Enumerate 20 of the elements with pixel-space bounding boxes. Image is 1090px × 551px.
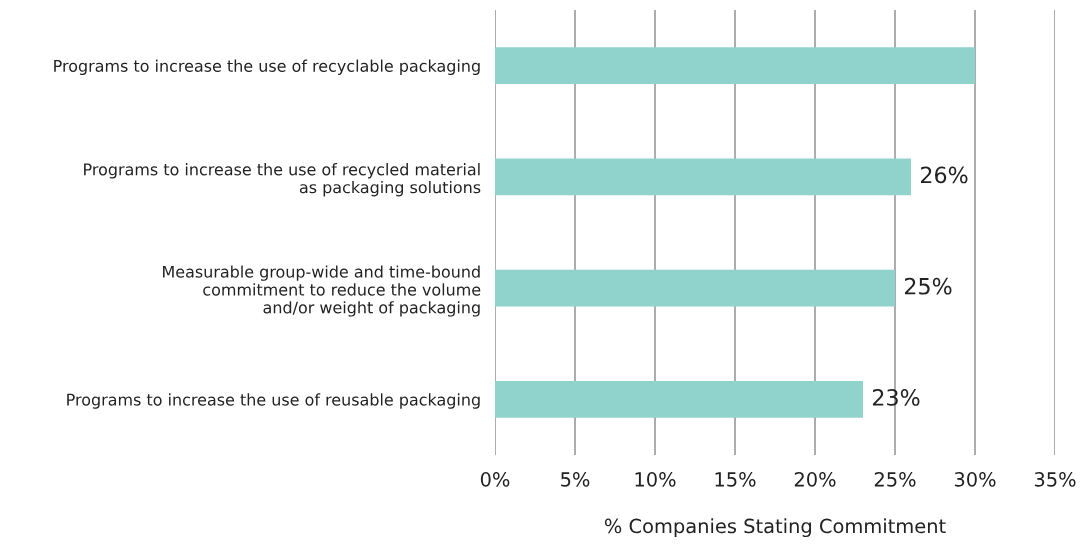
x-tick-label: 25% [874,472,916,487]
bar [495,381,863,418]
bar [495,158,911,196]
x-tick-label: 15% [715,472,756,487]
data-label: 26% [920,166,968,184]
x-axis-title: % Companies Stating Commitment [604,518,946,538]
x-tick-label: 5% [561,472,590,487]
x-tick-label: 0% [480,472,510,487]
data-label: 23% [872,389,920,406]
bar [495,269,895,307]
data-label: 25% [904,277,952,295]
bar [495,47,975,84]
x-tick-label: 10% [635,472,676,487]
y-tick-label: Programs to increase the use of recycled material as packaging solutions [84,163,481,197]
y-tick-label: Measurable group-wide and time-bound commitment to reduce the volume and/or weight of packaging [163,265,481,317]
y-tick-label: Programs to increase the use of recyclable packaging [54,59,480,76]
x-tick-label: 20% [794,472,836,487]
y-tick-label: Programs to increase the use of reusable packaging [67,393,480,409]
x-tick-label: 35% [1034,472,1076,487]
x-tick-label: 30% [954,472,996,487]
